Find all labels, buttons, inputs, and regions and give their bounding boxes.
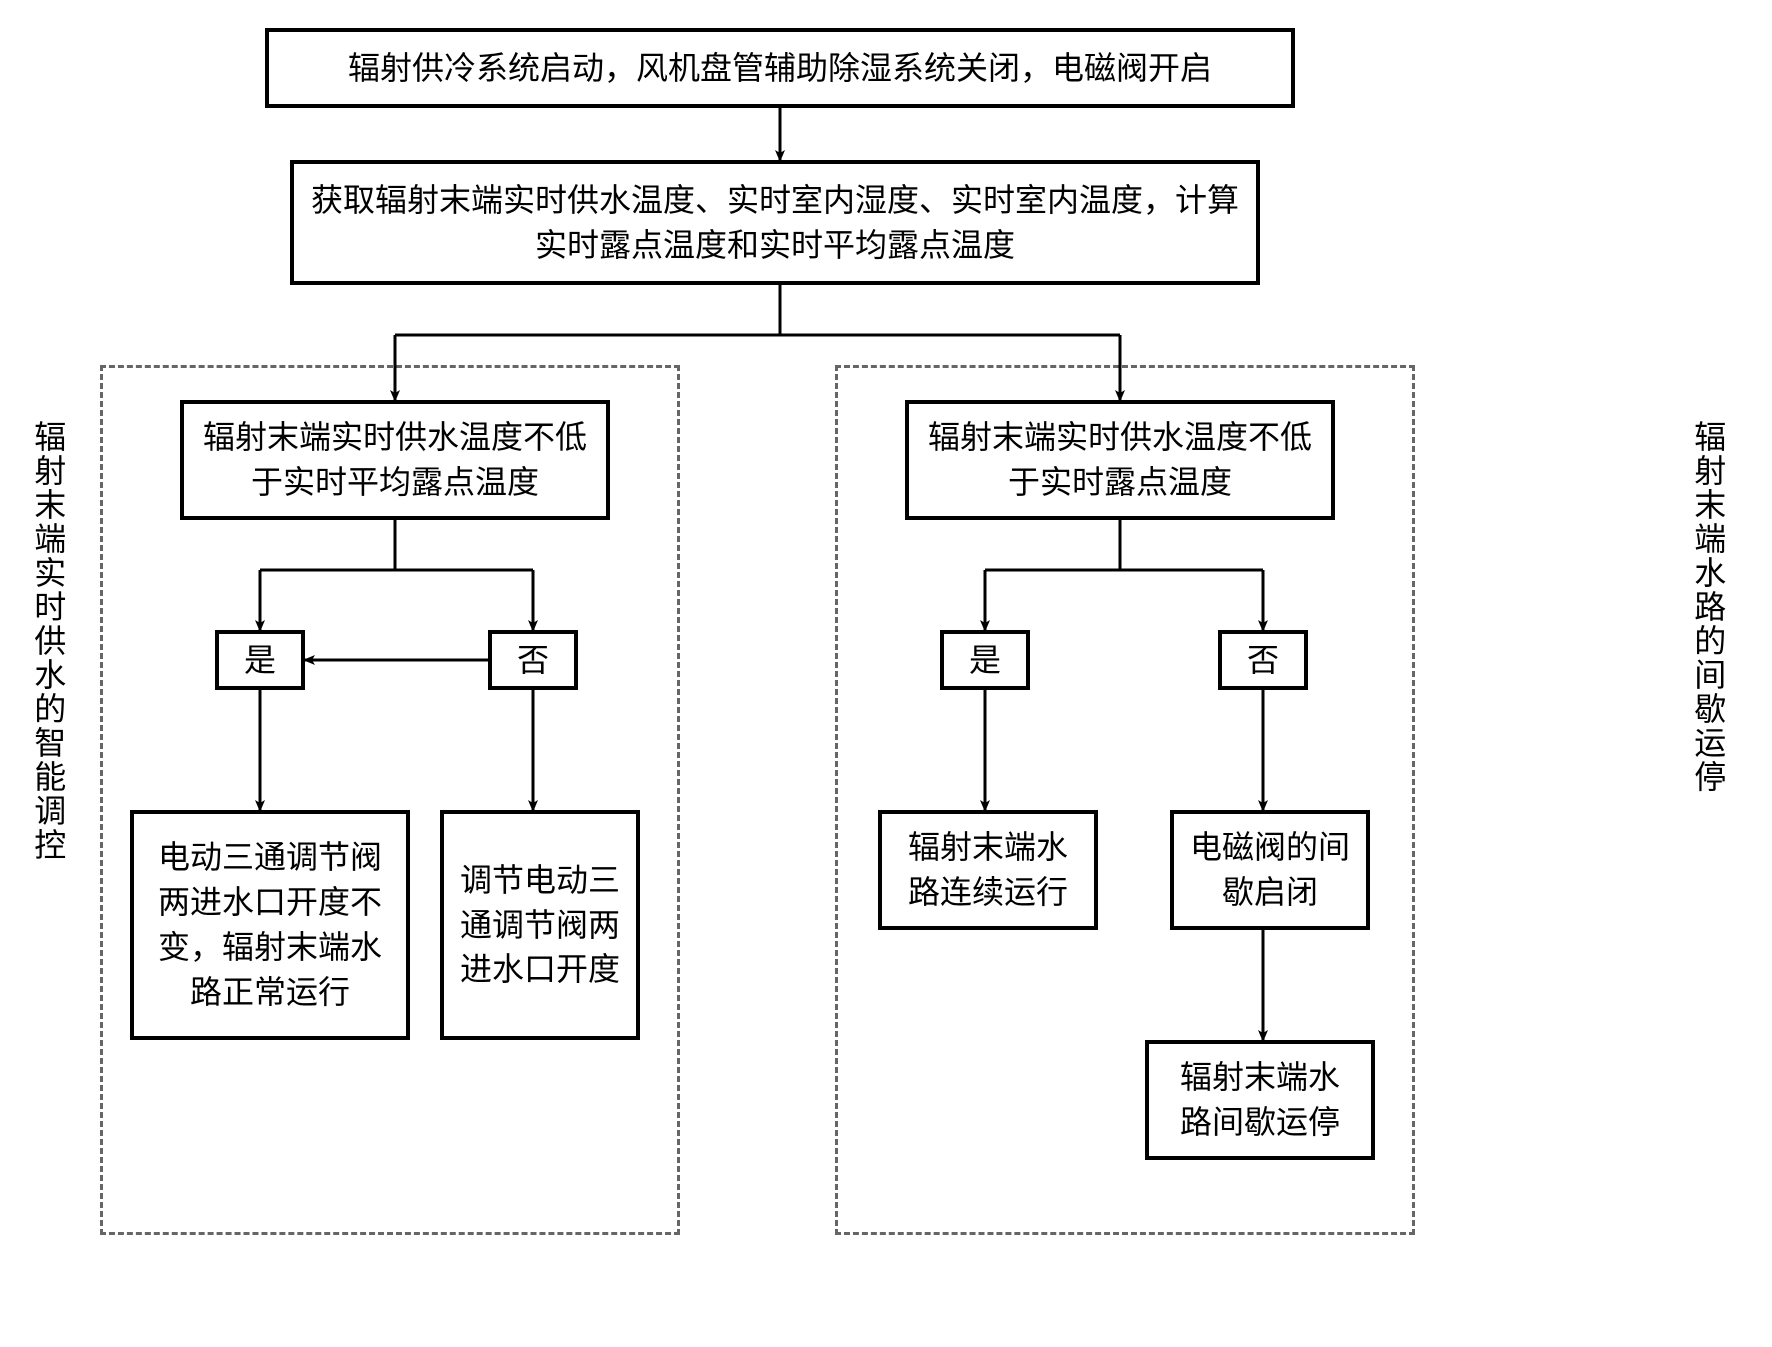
box-cond-left: 辐射末端实时供水温度不低于实时平均露点温度	[180, 400, 610, 520]
box-result-ll-text: 电动三通调节阀两进水口开度不变，辐射末端水路正常运行	[150, 835, 390, 1014]
box-result-rr2: 辐射末端水路间歇运停	[1145, 1040, 1375, 1160]
box-yes-left: 是	[215, 630, 305, 690]
side-label-left-text: 辐射末端实时供水的智能调控	[30, 420, 66, 862]
box-no-left: 否	[488, 630, 578, 690]
box-no-right: 否	[1218, 630, 1308, 690]
box-result-lr-text: 调节电动三通调节阀两进水口开度	[460, 858, 620, 992]
box-acquire-text: 获取辐射末端实时供水温度、实时室内湿度、实时室内温度，计算实时露点温度和实时平均…	[310, 178, 1240, 268]
box-no-right-text: 否	[1247, 638, 1279, 683]
box-result-ll: 电动三通调节阀两进水口开度不变，辐射末端水路正常运行	[130, 810, 410, 1040]
box-cond-right: 辐射末端实时供水温度不低于实时露点温度	[905, 400, 1335, 520]
box-result-rr: 电磁阀的间歇启闭	[1170, 810, 1370, 930]
box-start: 辐射供冷系统启动，风机盘管辅助除湿系统关闭，电磁阀开启	[265, 28, 1295, 108]
box-result-lr: 调节电动三通调节阀两进水口开度	[440, 810, 640, 1040]
box-result-rl: 辐射末端水路连续运行	[878, 810, 1098, 930]
box-cond-right-text: 辐射末端实时供水温度不低于实时露点温度	[925, 415, 1315, 505]
box-cond-left-text: 辐射末端实时供水温度不低于实时平均露点温度	[200, 415, 590, 505]
side-label-right-text: 辐射末端水路的间歇运停	[1690, 420, 1726, 794]
box-yes-left-text: 是	[244, 638, 276, 683]
box-yes-right: 是	[940, 630, 1030, 690]
box-no-left-text: 否	[517, 638, 549, 683]
box-result-rl-text: 辐射末端水路连续运行	[898, 825, 1078, 915]
side-label-right: 辐射末端水路的间歇运停	[1690, 420, 1725, 794]
box-result-rr-text: 电磁阀的间歇启闭	[1190, 825, 1350, 915]
box-start-text: 辐射供冷系统启动，风机盘管辅助除湿系统关闭，电磁阀开启	[348, 46, 1212, 91]
side-label-left: 辐射末端实时供水的智能调控	[30, 420, 65, 862]
box-result-rr2-text: 辐射末端水路间歇运停	[1165, 1055, 1355, 1145]
box-acquire: 获取辐射末端实时供水温度、实时室内湿度、实时室内温度，计算实时露点温度和实时平均…	[290, 160, 1260, 285]
box-yes-right-text: 是	[969, 638, 1001, 683]
